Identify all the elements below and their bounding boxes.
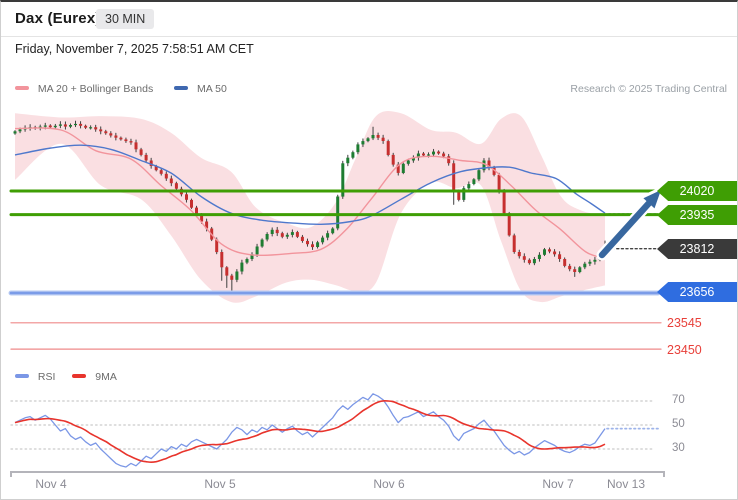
instrument-title: Dax (Eurex) xyxy=(15,10,101,27)
support-label-23450: 23450 xyxy=(667,343,702,357)
ma50-swatch-icon xyxy=(174,86,189,91)
rsi-9ma-swatch-icon xyxy=(72,374,87,379)
x-axis-label-nov4: Nov 4 xyxy=(35,477,67,491)
attribution-text: Research © 2025 Trading Central xyxy=(570,83,727,95)
rsi-legend: RSI 9MA xyxy=(15,371,131,383)
support-label-23545: 23545 xyxy=(667,316,702,330)
x-axis-label-nov6: Nov 6 xyxy=(373,477,405,491)
rsi-9ma-label: 9MA xyxy=(95,371,117,384)
resistance-flag-23935: 23935 xyxy=(657,205,737,225)
resistance-flag-24020: 24020 xyxy=(657,181,737,201)
ma20-bollinger-label: MA 20 + Bollinger Bands xyxy=(37,83,154,96)
ma20-bollinger-swatch-icon xyxy=(15,86,29,91)
chart-datetime: Friday, November 7, 2025 7:58:51 AM CET xyxy=(15,42,254,56)
rsi-swatch-icon xyxy=(15,374,29,379)
last-price-flag: 23812 xyxy=(657,239,737,259)
rsi-tick-70: 70 xyxy=(672,394,685,406)
timeframe-badge[interactable]: 30 MIN xyxy=(96,9,155,29)
x-axis-label-nov7: Nov 7 xyxy=(542,477,574,491)
chart-header: Dax (Eurex) 30 MIN xyxy=(1,2,737,37)
rsi-tick-30: 30 xyxy=(672,442,685,454)
x-axis-label-nov13: Nov 13 xyxy=(606,477,646,491)
rsi-tick-50: 50 xyxy=(672,418,685,430)
rsi-label: RSI xyxy=(37,371,56,384)
support-flag-23656: 23656 xyxy=(657,282,737,302)
ma50-label: MA 50 xyxy=(197,83,227,96)
x-axis-label-nov5: Nov 5 xyxy=(204,477,236,491)
main-chart-legend: MA 20 + Bollinger Bands MA 50 xyxy=(15,83,245,95)
